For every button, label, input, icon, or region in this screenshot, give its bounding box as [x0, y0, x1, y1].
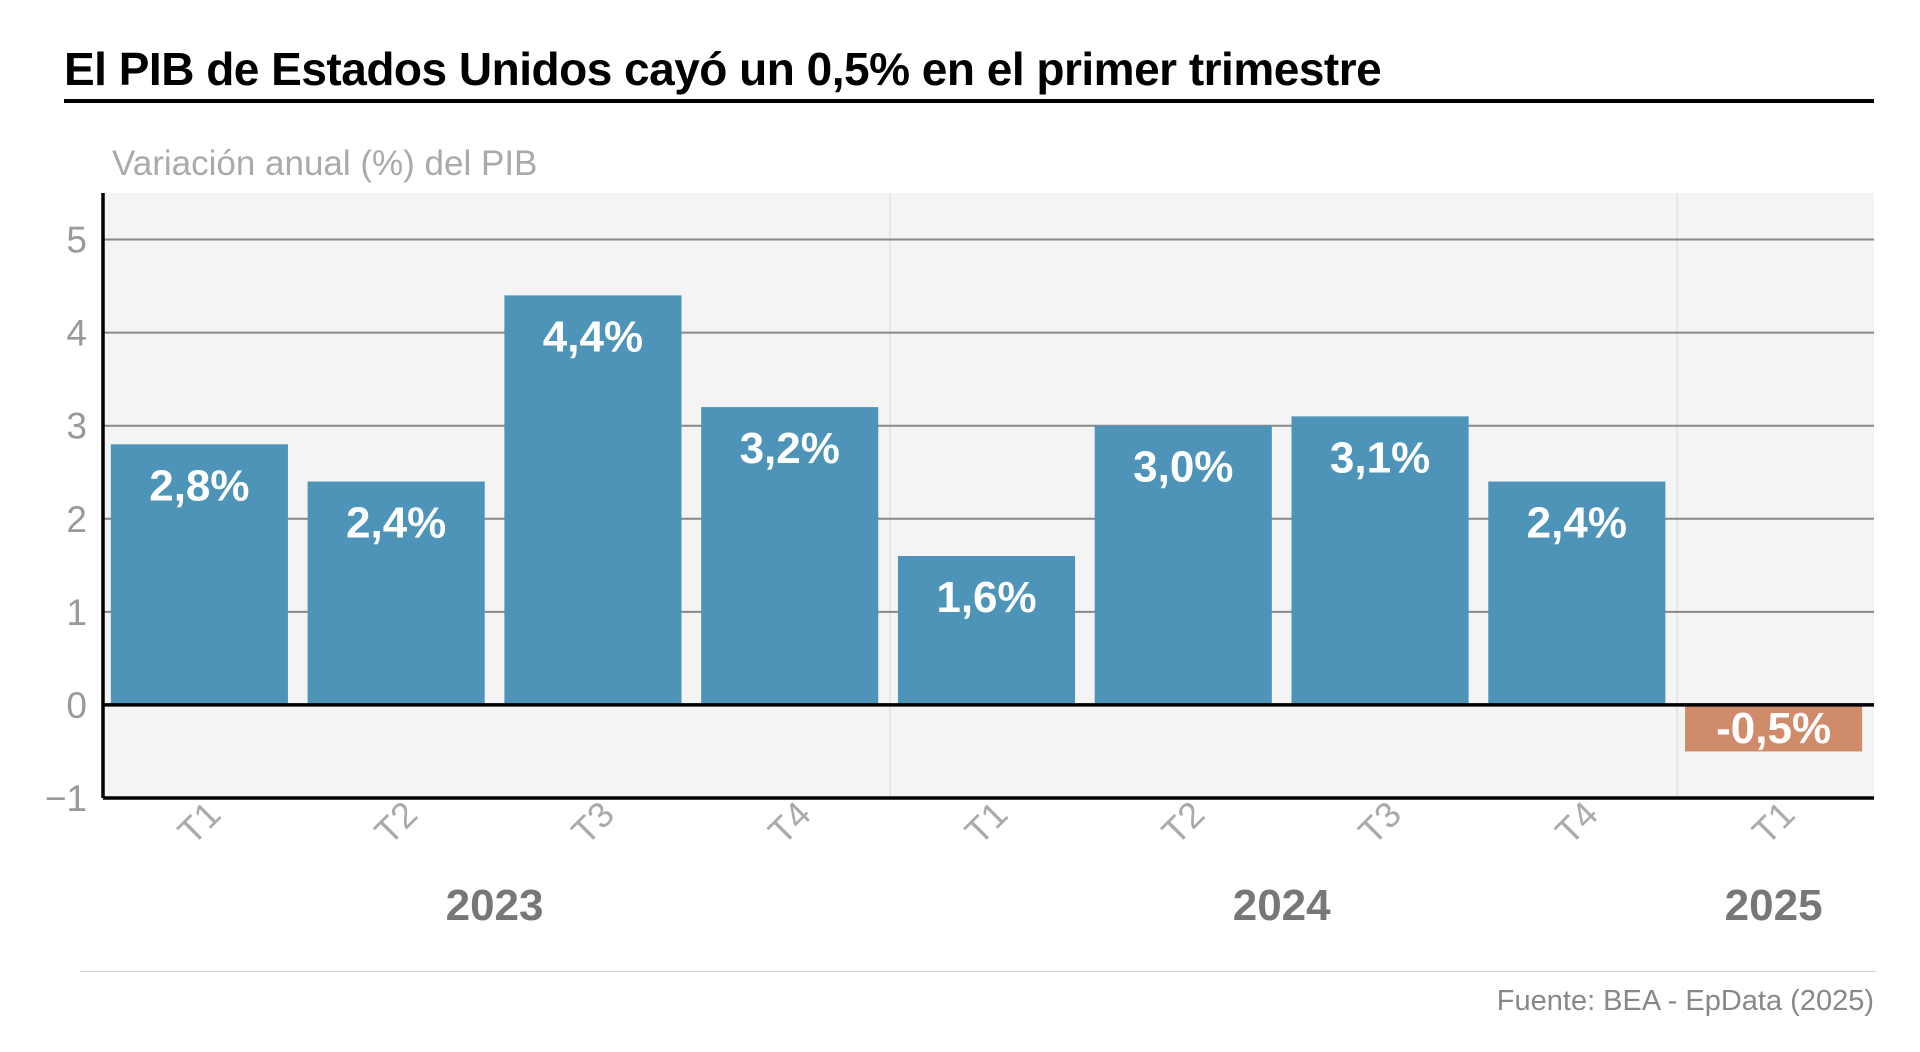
- y-tick-label: 3: [66, 406, 87, 447]
- y-tick-label: 0: [66, 685, 87, 726]
- data-label: 2,4%: [346, 499, 446, 548]
- x-tick-label: T2: [366, 793, 425, 852]
- year-group-label: 2023: [446, 881, 544, 930]
- y-tick-label: 4: [66, 313, 87, 354]
- x-tick-label: T4: [1547, 793, 1606, 852]
- y-axis-label: Variación anual (%) del PIB: [112, 144, 538, 183]
- bar: [504, 295, 682, 705]
- data-label: 2,8%: [149, 461, 249, 510]
- y-tick-label: 2: [66, 499, 87, 540]
- x-tick-label: T3: [563, 793, 622, 852]
- title-divider: [64, 99, 1874, 103]
- y-tick-label: −1: [45, 778, 87, 819]
- x-tick-label: T3: [1350, 793, 1409, 852]
- year-group-label: 2024: [1233, 881, 1331, 930]
- x-tick-label: T2: [1154, 793, 1213, 852]
- y-tick-label: 5: [66, 220, 87, 261]
- y-tick-label: 1: [66, 592, 87, 633]
- data-label: 2,4%: [1527, 499, 1627, 548]
- footer-divider: [80, 971, 1876, 972]
- data-label: 3,0%: [1133, 443, 1233, 492]
- bar: [897, 556, 1076, 705]
- bar: [701, 407, 879, 705]
- year-group-label: 2025: [1725, 881, 1823, 930]
- data-label: 3,2%: [740, 424, 840, 473]
- bar: [1488, 481, 1666, 705]
- source-note: Fuente: BEA - EpData (2025): [1496, 985, 1874, 1017]
- bar: [307, 481, 485, 705]
- x-tick-label: T1: [957, 793, 1016, 852]
- data-label: 1,6%: [936, 573, 1036, 622]
- x-tick-label: T4: [760, 793, 819, 852]
- x-tick-label: T1: [170, 793, 229, 852]
- data-label: 3,1%: [1330, 433, 1430, 482]
- data-label: -0,5%: [1716, 704, 1831, 753]
- bar: [110, 444, 288, 705]
- bar: [1685, 704, 1863, 752]
- chart-title: El PIB de Estados Unidos cayó un 0,5% en…: [64, 43, 1382, 95]
- data-label: 4,4%: [543, 312, 643, 361]
- bar: [1291, 416, 1469, 705]
- bar: [1094, 425, 1272, 705]
- x-tick-label: T1: [1744, 793, 1803, 852]
